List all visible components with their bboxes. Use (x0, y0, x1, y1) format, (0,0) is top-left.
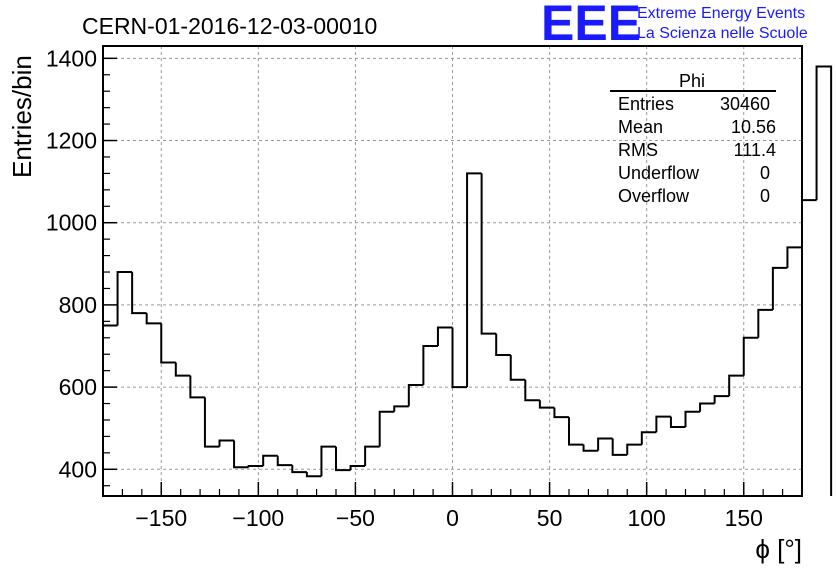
x-tick-label: 0 (446, 505, 459, 531)
histogram-bin (568, 417, 584, 446)
logo-letters: EEE (541, 0, 641, 51)
histogram-bin (524, 379, 540, 402)
x-tick-label: 100 (627, 505, 665, 531)
histogram-bin (451, 327, 468, 389)
stats-entries-value: 30460 (720, 94, 770, 114)
histogram-bin (495, 333, 511, 357)
stats-title: Phi (679, 71, 705, 91)
eee-logo: EEE Extreme Energy Events La Scienza nel… (541, 0, 808, 51)
stats-box: Phi Entries 30460 Mean 10.56 RMS 111.4 U… (610, 71, 776, 206)
histogram-bin (597, 437, 613, 451)
x-tick-label: 150 (725, 505, 763, 531)
x-axis-title: ϕ [°] (755, 534, 802, 564)
y-tick-label: 800 (59, 292, 97, 318)
histogram-bin (728, 374, 744, 397)
histogram-bin (262, 454, 278, 466)
histogram-bin (640, 431, 657, 445)
histogram-bin (335, 446, 351, 472)
stats-entries-label: Entries (618, 94, 674, 114)
histogram-bin (466, 172, 482, 388)
stats-rms-value: 111.4 (734, 140, 776, 160)
histogram-bin (160, 323, 176, 364)
histogram-bin (582, 444, 599, 452)
histogram-bin (393, 405, 409, 412)
histogram-bin (218, 439, 235, 447)
y-tick-label: 400 (59, 456, 97, 482)
histogram-bin (669, 416, 686, 428)
axis-ticks (102, 57, 803, 496)
logo-line-1: Extreme Energy Events (637, 5, 805, 22)
histogram-bin (174, 362, 191, 377)
histogram-bin (786, 246, 802, 268)
x-tick-label: −100 (232, 505, 284, 531)
stats-mean-value: 10.56 (731, 117, 776, 137)
histogram-bin (364, 445, 380, 466)
histogram-bin (699, 402, 715, 412)
histogram-bin (116, 271, 133, 326)
x-tick-label: −50 (336, 505, 375, 531)
histogram-bin (553, 407, 569, 419)
histogram-bin (145, 313, 162, 325)
histogram-bin (815, 65, 833, 496)
plot-title: CERN-01-2016-12-03-00010 (82, 13, 377, 39)
histogram-bin (291, 465, 307, 474)
histogram-bin (305, 472, 322, 478)
histogram-bin (655, 415, 671, 433)
histogram-bin (422, 345, 438, 386)
histogram-bin (102, 324, 118, 496)
y-tick-label: 1200 (46, 128, 97, 154)
stats-rms-label: RMS (618, 140, 658, 160)
y-axis-title: Entries/bin (7, 55, 37, 178)
stats-underflow-value: 0 (760, 163, 770, 183)
x-tick-label: 50 (537, 505, 563, 531)
histogram-bin (757, 308, 773, 338)
logo-line-2: La Scienza nelle Scuole (637, 25, 808, 42)
stats-overflow-value: 0 (760, 186, 770, 206)
y-tick-label: 1400 (46, 45, 97, 71)
histogram-bin (320, 445, 336, 477)
histogram-bin (349, 465, 366, 471)
histogram-bin (131, 272, 147, 315)
grid-lines (103, 46, 802, 496)
stats-overflow-label: Overflow (618, 186, 690, 206)
y-tick-label: 1000 (46, 210, 97, 236)
histogram-bin (233, 440, 249, 469)
histogram-bin (771, 266, 788, 310)
y-tick-label: 600 (59, 374, 97, 400)
histogram-bin (276, 455, 293, 467)
histogram-bin (801, 199, 817, 248)
histogram-bin (684, 410, 701, 427)
histogram-bars (102, 65, 833, 496)
histogram-bin (713, 395, 730, 404)
histogram-bin (509, 355, 526, 381)
histogram-bin (611, 438, 628, 456)
histogram-bin (189, 375, 205, 399)
histogram-bin (203, 397, 220, 448)
histogram-bin (436, 326, 453, 346)
histogram-bin (626, 443, 642, 455)
stats-mean-label: Mean (618, 117, 663, 137)
histogram-bin (480, 173, 497, 335)
stats-underflow-label: Underflow (618, 163, 700, 183)
histogram-bin (538, 400, 555, 409)
histogram-bin (742, 336, 759, 376)
x-tick-label: −150 (135, 505, 187, 531)
histogram-bin (378, 410, 395, 447)
histogram-bin (407, 384, 424, 407)
histogram-bin (247, 465, 264, 468)
